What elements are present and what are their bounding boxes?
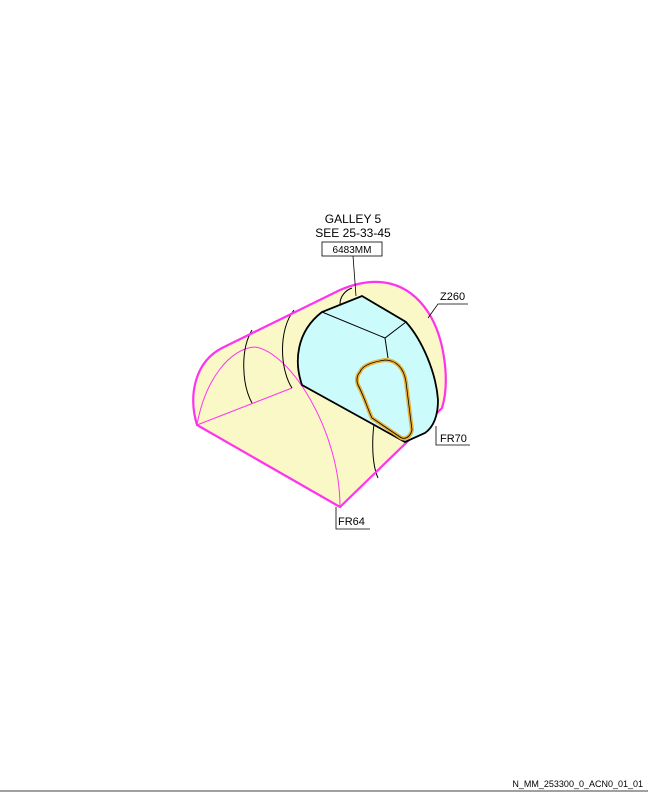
callout-reference: SEE 25-33-45 <box>315 226 391 240</box>
section-outline <box>192 280 447 509</box>
floor-line <box>196 387 293 426</box>
fr64-leader <box>335 507 370 530</box>
galley-top-edge <box>321 311 407 359</box>
galley-hatch-edge <box>356 359 413 439</box>
frame-line-2 <box>282 309 295 389</box>
part-number-box <box>321 241 383 257</box>
frame-line-4 <box>339 287 353 305</box>
frame-line-1 <box>243 329 253 404</box>
callout-leader <box>352 255 357 297</box>
drawing-code: N_MM_253300_0_ACN0_01_01 <box>512 779 643 789</box>
part-number: 6483MM <box>333 245 372 256</box>
zone-label: Z260 <box>440 291 465 303</box>
callout-title: GALLEY 5 <box>325 212 382 226</box>
zone-leader <box>427 303 468 319</box>
fr70-leader <box>435 426 470 446</box>
forward-frame-arch <box>196 346 341 508</box>
frame-fwd-label: FR64 <box>338 516 365 528</box>
frame-aft-label: FR70 <box>440 433 467 445</box>
